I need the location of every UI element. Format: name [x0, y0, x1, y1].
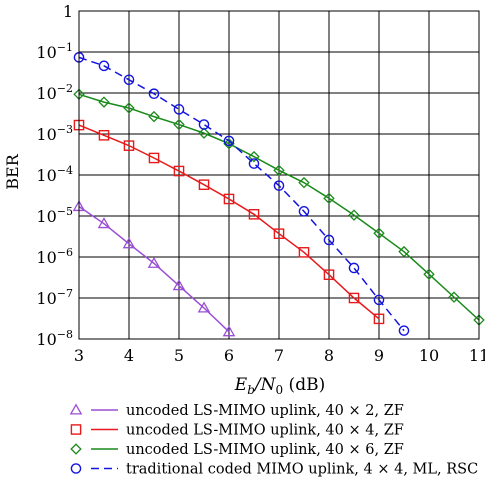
legend-marker: [70, 443, 82, 455]
x-tick-label: 6: [224, 346, 234, 365]
legend-label: uncoded LS-MIMO uplink, 40 × 6, ZF: [126, 442, 404, 458]
data-point: [197, 301, 211, 313]
series-line: [78, 93, 480, 321]
series-2: [73, 119, 385, 325]
series-line: [78, 124, 380, 320]
data-point: [323, 234, 335, 246]
series-layer: [72, 52, 485, 337]
data-point: [448, 291, 460, 303]
legend-entry: uncoded LS-MIMO uplink, 40 × 4, ZF: [70, 423, 404, 439]
legend-entry: traditional coded MIMO uplink, 4 × 4, ML…: [70, 462, 478, 478]
data-point: [223, 135, 235, 147]
data-point: [98, 96, 110, 108]
y-tick-label: 1: [63, 2, 73, 21]
y-tick-label: 10−1: [36, 41, 73, 62]
x-tick-label: 10: [419, 346, 439, 365]
data-point: [173, 118, 185, 131]
y-tick-label: 10−3: [36, 123, 73, 144]
series-line: [78, 56, 405, 332]
legend-label: uncoded LS-MIMO uplink, 40 × 2, ZF: [126, 403, 404, 419]
data-point: [148, 152, 160, 164]
x-tick-label: 11: [469, 346, 485, 365]
data-point: [323, 192, 335, 205]
plot-frame: [78, 10, 480, 340]
legend-entry: uncoded LS-MIMO uplink, 40 × 6, ZF: [70, 442, 404, 458]
data-point: [198, 179, 210, 190]
data-point: [298, 247, 310, 258]
data-point: [348, 209, 360, 221]
data-point: [198, 127, 210, 139]
data-point: [373, 227, 385, 239]
x-axis-label: Eb/N0 (dB): [234, 375, 325, 397]
data-point: [273, 164, 285, 177]
x-tick-label: 3: [74, 346, 84, 365]
data-point: [273, 228, 285, 240]
data-point: [123, 102, 135, 114]
data-point: [298, 176, 310, 189]
data-point: [298, 206, 310, 217]
x-tick-label: 5: [174, 346, 184, 365]
data-point: [98, 129, 110, 141]
data-point: [223, 193, 235, 205]
data-point: [423, 268, 435, 280]
series-line: [78, 205, 230, 333]
data-point: [373, 294, 385, 306]
data-point: [348, 262, 360, 274]
data-point: [172, 279, 186, 291]
data-point: [148, 88, 160, 100]
data-point: [147, 256, 161, 268]
y-tick-label: 10−2: [36, 82, 73, 103]
x-tick-label: 9: [374, 346, 384, 365]
data-point: [173, 104, 185, 115]
y-tick-label: 10−8: [36, 328, 73, 349]
x-tick-label: 8: [324, 346, 334, 365]
data-point: [173, 165, 185, 177]
data-point: [248, 209, 260, 220]
legend-marker: [70, 424, 82, 435]
data-point: [373, 313, 385, 325]
data-point: [223, 137, 235, 150]
data-point: [273, 180, 285, 191]
data-point: [148, 110, 160, 123]
data-point: [323, 269, 335, 281]
data-point: [398, 245, 410, 258]
data-point: [123, 74, 135, 86]
legend: uncoded LS-MIMO uplink, 40 × 2, ZF uncode…: [69, 403, 478, 478]
y-tick-label: 10−6: [36, 246, 73, 267]
data-point: [122, 237, 136, 249]
legend-label: traditional coded MIMO uplink, 4 × 4, ML…: [126, 462, 478, 478]
series-3: [73, 88, 485, 326]
legend-marker: [69, 403, 83, 415]
x-tick-label: 4: [124, 346, 134, 365]
data-point: [248, 158, 260, 169]
data-point: [398, 325, 410, 336]
legend-entry: uncoded LS-MIMO uplink, 40 × 2, ZF: [69, 403, 404, 419]
data-point: [198, 119, 210, 130]
y-tick-label: 10−5: [36, 205, 73, 226]
data-point: [222, 325, 236, 337]
series-1: [72, 200, 236, 337]
data-point: [97, 217, 111, 229]
y-tick-label: 10−4: [36, 164, 73, 185]
legend-marker: [70, 463, 82, 474]
legend-label: uncoded LS-MIMO uplink, 40 × 4, ZF: [126, 423, 404, 439]
y-axis-label: BER: [3, 153, 22, 189]
data-point: [123, 140, 135, 151]
data-point: [248, 150, 260, 163]
data-point: [98, 60, 110, 72]
tick-labels: 3 4 5 6 7 8 9 10 11110−110−210−310−410−510−610−7…: [36, 2, 485, 365]
data-point: [348, 292, 360, 304]
x-tick-label: 7: [274, 346, 284, 365]
y-tick-label: 10−7: [36, 287, 73, 308]
